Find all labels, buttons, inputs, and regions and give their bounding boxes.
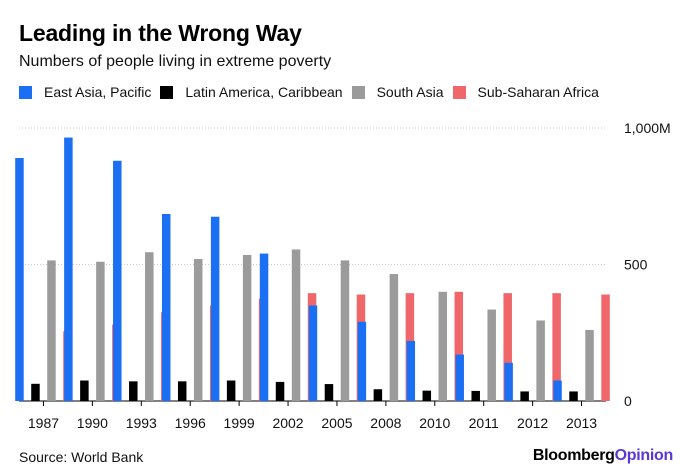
x-tick-label: 2002 — [272, 415, 303, 431]
bar-south-asia-2012 — [536, 320, 545, 401]
legend-label-east-asia: East Asia, Pacific — [44, 84, 152, 100]
bar-east-asia-pacific-1996 — [161, 213, 171, 401]
bar-latin-america-caribbean-1993 — [129, 381, 138, 401]
bar-east-asia-pacific-2008 — [357, 321, 367, 401]
bar-east-asia-pacific-1993 — [113, 160, 122, 401]
brand-part-bloomberg: Bloomberg — [532, 447, 615, 464]
y-tick-label: 0 — [624, 393, 632, 409]
x-tick-label: 1996 — [175, 415, 206, 431]
legend-label-latin-america: Latin America, Caribbean — [185, 84, 343, 100]
bar-south-asia-1990 — [96, 261, 105, 401]
bar-south-asia-2002 — [291, 249, 301, 401]
bar-south-asia-2013 — [585, 330, 594, 401]
bar-south-asia-2005 — [340, 260, 350, 401]
legend-swatch-latin-america — [160, 85, 174, 99]
source-note: Source: World Bank — [19, 449, 144, 465]
bar-south-asia-1999 — [242, 254, 252, 401]
x-tick-label: 1990 — [77, 415, 108, 431]
legend-label-ssa: Sub-Saharan Africa — [477, 84, 599, 100]
bar-sub-saharan-africa-2013 — [601, 294, 610, 401]
bar-south-asia-1993 — [145, 252, 154, 401]
bar-east-asia-pacific-1999 — [210, 216, 220, 401]
x-tick-label: 1999 — [224, 415, 255, 431]
legend-label-south-asia: South Asia — [376, 84, 444, 100]
y-tick-label: 500 — [624, 257, 648, 273]
bar-east-asia-pacific-2011 — [455, 354, 464, 401]
legend-swatch-east-asia — [19, 85, 32, 99]
bar-sub-saharan-africa-2011 — [503, 293, 512, 401]
brand-logo: BloombergOpinion — [533, 447, 673, 465]
legend-item-ssa: Sub-Saharan Africa — [452, 84, 599, 100]
bar-south-asia-2011 — [487, 309, 496, 401]
legend: East Asia, Pacific Latin America, Caribb… — [19, 84, 608, 100]
x-tick-label: 2005 — [321, 415, 352, 431]
bar-east-asia-pacific-2005 — [308, 305, 318, 401]
legend-item-latin-america: Latin America, Caribbean — [160, 84, 343, 100]
bar-latin-america-caribbean-1987 — [31, 383, 40, 401]
bar-east-asia-pacific-2002 — [259, 253, 269, 401]
bar-east-asia-pacific-1990 — [64, 137, 73, 401]
brand-part-opinion: Opinion — [614, 447, 674, 464]
bar-latin-america-caribbean-2011 — [471, 390, 480, 401]
bar-east-asia-pacific-2010 — [406, 340, 416, 401]
bar-east-asia-pacific-2013 — [553, 380, 562, 401]
x-tick-label: 2013 — [566, 415, 597, 431]
legend-swatch-south-asia — [351, 85, 365, 99]
y-tick-label: 1,000M — [624, 120, 671, 136]
bar-latin-america-caribbean-2002 — [275, 381, 285, 401]
x-tick-label: 1993 — [126, 415, 157, 431]
chart-title: Leading in the Wrong Way — [19, 20, 302, 46]
bar-sub-saharan-africa-2010 — [454, 291, 464, 401]
bar-latin-america-caribbean-2010 — [422, 390, 432, 401]
bar-east-asia-pacific-1987 — [15, 158, 24, 401]
bar-east-asia-pacific-2012 — [504, 362, 513, 401]
x-tick-label: 2012 — [517, 415, 548, 431]
legend-item-south-asia: South Asia — [351, 84, 444, 100]
bar-latin-america-caribbean-1999 — [226, 380, 236, 401]
x-tick-label: 2010 — [419, 415, 450, 431]
x-tick-label: 2008 — [370, 415, 401, 431]
x-tick-label: 2011 — [469, 415, 499, 431]
bar-south-asia-2008 — [389, 274, 399, 401]
bar-latin-america-caribbean-2012 — [520, 391, 529, 401]
chart-subtitle: Numbers of people living in extreme pove… — [19, 53, 332, 70]
bar-latin-america-caribbean-1990 — [80, 380, 89, 401]
bar-south-asia-1987 — [47, 260, 56, 401]
bar-latin-america-caribbean-2008 — [373, 389, 383, 401]
legend-item-east-asia: East Asia, Pacific — [19, 84, 151, 100]
bar-latin-america-caribbean-2013 — [569, 391, 578, 401]
bar-south-asia-1996 — [193, 259, 203, 401]
x-tick-label: 1987 — [28, 415, 59, 431]
bar-sub-saharan-africa-2012 — [552, 293, 561, 401]
bar-south-asia-2010 — [438, 291, 448, 401]
legend-swatch-ssa — [452, 85, 466, 99]
bar-latin-america-caribbean-1996 — [177, 381, 187, 401]
bar-latin-america-caribbean-2005 — [324, 384, 334, 401]
